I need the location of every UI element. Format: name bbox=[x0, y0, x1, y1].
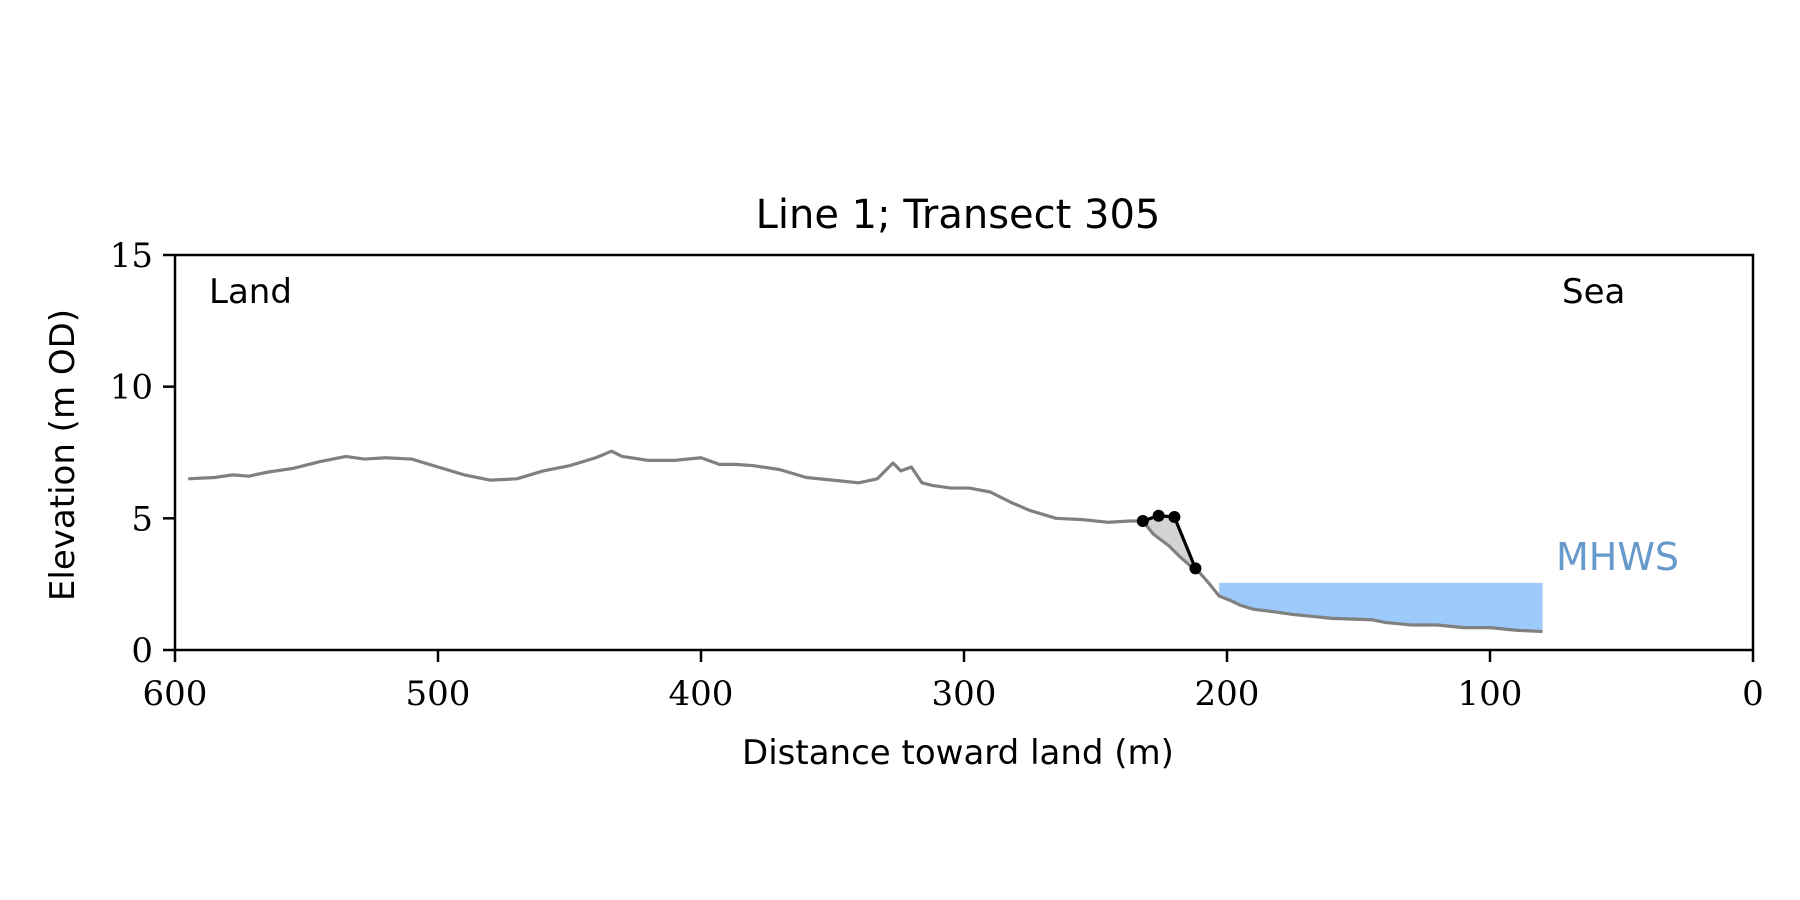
y-tick-label: 0 bbox=[131, 631, 153, 671]
x-tick-label: 200 bbox=[1195, 674, 1260, 714]
cliff-erosion-wedge bbox=[1142, 515, 1196, 569]
profile-line bbox=[188, 449, 1543, 634]
cliff-point bbox=[1189, 562, 1202, 575]
y-tick-label: 10 bbox=[110, 368, 153, 408]
axes-layer: 600 500 400 300 200 100 0 0 5 10 15 bbox=[110, 236, 1764, 714]
x-tick-label: 0 bbox=[1742, 674, 1764, 714]
x-tick-label: 100 bbox=[1458, 674, 1523, 714]
cliff-point bbox=[1168, 511, 1181, 524]
y-axis-label: Elevation (m OD) bbox=[43, 309, 83, 601]
mhws-label: MHWS bbox=[1556, 535, 1679, 579]
x-tick-label: 400 bbox=[669, 674, 734, 714]
chart-title: Line 1; Transect 305 bbox=[756, 192, 1161, 238]
cliff-point bbox=[1136, 514, 1149, 527]
plot-layer bbox=[188, 449, 1543, 634]
cliff-point bbox=[1152, 509, 1165, 522]
y-tick-label: 15 bbox=[110, 236, 153, 276]
y-tick-label: 5 bbox=[131, 499, 153, 539]
land-annotation: Land bbox=[209, 272, 292, 312]
mhws-water-area bbox=[1219, 582, 1543, 632]
x-axis-label: Distance toward land (m) bbox=[742, 733, 1174, 773]
x-tick-label: 600 bbox=[143, 674, 208, 714]
x-tick-label: 500 bbox=[406, 674, 471, 714]
cliff-line bbox=[1142, 514, 1197, 569]
x-tick-label: 300 bbox=[932, 674, 997, 714]
sea-annotation: Sea bbox=[1562, 272, 1625, 312]
